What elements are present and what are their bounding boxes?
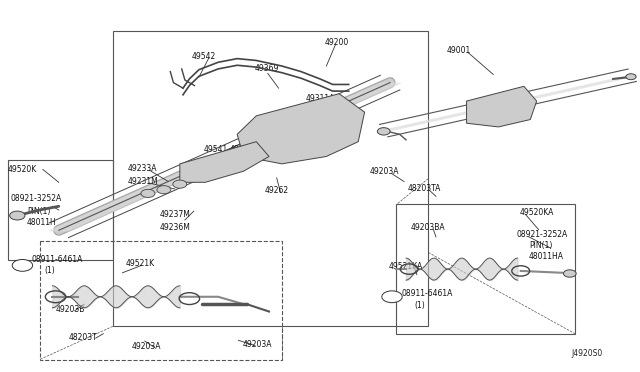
- Text: 49369: 49369: [255, 64, 280, 73]
- Text: 49262: 49262: [264, 186, 289, 195]
- Polygon shape: [467, 86, 537, 127]
- Circle shape: [563, 270, 576, 277]
- Text: J4920S0: J4920S0: [572, 350, 603, 359]
- Text: 49203A: 49203A: [370, 167, 399, 176]
- Text: 48203T: 48203T: [68, 333, 97, 342]
- Polygon shape: [237, 94, 365, 164]
- Text: 08911-6461A: 08911-6461A: [32, 255, 83, 264]
- Text: 08911-6461A: 08911-6461A: [401, 289, 453, 298]
- Circle shape: [626, 74, 636, 80]
- Text: 49203B: 49203B: [56, 305, 85, 314]
- Text: 49263: 49263: [284, 116, 308, 125]
- Polygon shape: [180, 142, 269, 182]
- Text: 49542: 49542: [191, 52, 216, 61]
- Text: (1): (1): [414, 301, 425, 311]
- Text: 49001: 49001: [446, 46, 470, 55]
- Text: 49541: 49541: [204, 145, 228, 154]
- Text: 08921-3252A: 08921-3252A: [11, 195, 62, 203]
- Text: 49203A: 49203A: [132, 342, 161, 351]
- Text: 49210: 49210: [332, 129, 356, 138]
- Circle shape: [173, 180, 187, 188]
- Text: 08921-3252A: 08921-3252A: [516, 230, 568, 239]
- Text: 49311A: 49311A: [306, 94, 335, 103]
- Circle shape: [12, 260, 33, 271]
- Text: 49203A: 49203A: [243, 340, 272, 349]
- Text: 49203BA: 49203BA: [411, 223, 445, 232]
- Text: (1): (1): [45, 266, 56, 275]
- Text: 49236M: 49236M: [159, 223, 190, 232]
- Text: 49200: 49200: [325, 38, 349, 47]
- Text: 49323M: 49323M: [230, 145, 260, 154]
- Text: N: N: [20, 263, 25, 268]
- Text: 49520K: 49520K: [8, 165, 37, 174]
- Text: 49237M: 49237M: [159, 210, 190, 219]
- Text: 49231M: 49231M: [127, 177, 158, 186]
- Text: 49521KA: 49521KA: [389, 262, 423, 271]
- Circle shape: [10, 211, 25, 220]
- Circle shape: [378, 128, 390, 135]
- Text: PIN(1): PIN(1): [27, 206, 51, 216]
- Text: N: N: [390, 294, 394, 299]
- Circle shape: [382, 291, 402, 303]
- Circle shape: [141, 189, 155, 198]
- Text: 49520KA: 49520KA: [520, 208, 554, 217]
- Text: 48203TA: 48203TA: [408, 185, 442, 193]
- Text: 48011HA: 48011HA: [529, 252, 564, 262]
- Circle shape: [157, 186, 171, 194]
- Text: 48011H: 48011H: [27, 218, 56, 227]
- Text: 49233A: 49233A: [127, 164, 157, 173]
- Text: 49521K: 49521K: [125, 259, 155, 268]
- Text: PIN(1): PIN(1): [529, 241, 552, 250]
